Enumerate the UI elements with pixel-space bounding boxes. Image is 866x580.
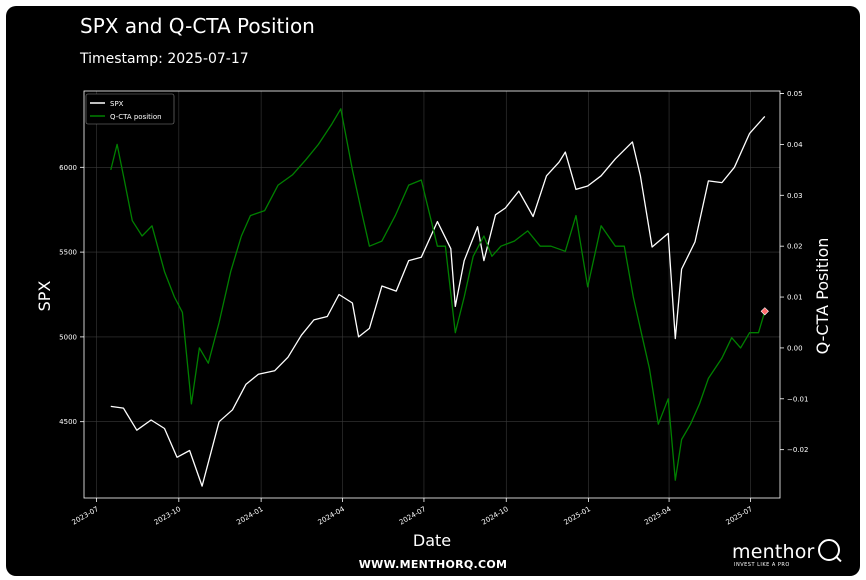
y2-axis-label: Q-CTA Position [813,238,832,355]
y-tick-label: 4500 [59,418,77,426]
x-tick-label: 2024-04 [317,505,347,527]
y2-tick-label: −0.02 [787,446,808,454]
x-tick-label: 2025-04 [643,505,673,527]
legend-label-cta: Q-CTA position [110,113,162,121]
series-layer [110,108,769,487]
y-axis-label: SPX [35,281,54,312]
footer-url[interactable]: WWW.MENTHORQ.COM [358,558,508,571]
legend: SPX Q-CTA position [85,93,175,125]
chart-subtitle: Timestamp: 2025-07-17 [80,51,249,67]
y2-tick-label: 0.02 [787,243,803,251]
chart-card: SPX and Q-CTA Position Timestamp: 2025-0… [6,6,860,576]
gridlines [84,91,780,498]
magnifier-q-icon [817,539,840,561]
legend-label-spx: SPX [110,100,124,108]
y2-tick-label: 0.03 [787,192,803,200]
logo-wordmark: menthor [732,541,815,563]
y-tick-label: 5500 [59,249,77,257]
spx-line [110,115,766,487]
chart-title: SPX and Q-CTA Position [80,14,315,38]
y2-tick-label: 0.01 [787,294,803,302]
y2-tick-label: 0.00 [787,344,803,352]
axis-ticks: 2023-07 2023-10 2024-01 2024-04 2024-07 2024-… [59,90,808,527]
y2-tick-label: 0.05 [787,90,803,98]
brand-logo[interactable]: menthor INVEST LIKE A PRO [732,536,840,568]
plot-frame [83,90,781,499]
y2-tick-label: −0.01 [787,395,808,403]
x-tick-label: 2023-10 [153,505,182,527]
x-tick-label: 2024-01 [235,505,264,527]
y-tick-label: 6000 [59,164,77,172]
x-axis-label: Date [413,531,451,550]
y-tick-label: 5000 [59,333,77,341]
x-tick-label: 2024-07 [398,505,427,527]
x-tick-label: 2023-07 [71,505,100,527]
x-tick-label: 2024-10 [480,505,509,527]
cta-last-marker [760,307,769,316]
cta-line [110,108,766,481]
logo-tagline: INVEST LIKE A PRO [734,562,790,568]
y2-tick-label: 0.04 [787,141,803,149]
x-tick-label: 2025-01 [563,505,592,527]
x-tick-label: 2025-07 [725,505,754,527]
legend-box [85,93,175,125]
chart-svg: 2023-07 2023-10 2024-01 2024-04 2024-07 2024-… [35,90,832,550]
